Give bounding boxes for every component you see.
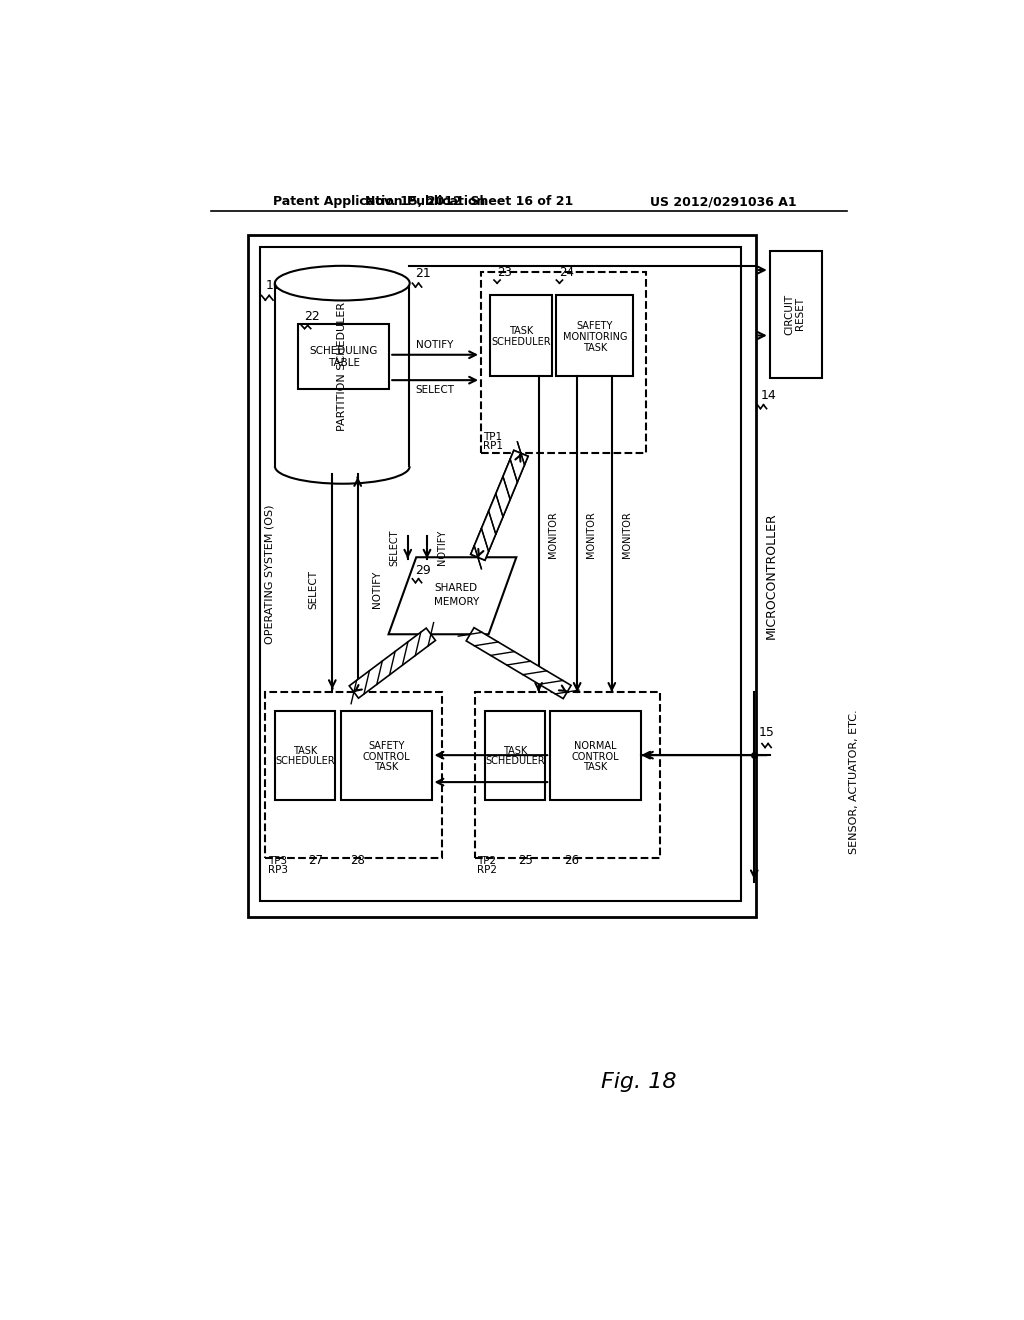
Text: 14: 14 [761,389,776,403]
Text: 22: 22 [304,310,321,323]
Text: RP2: RP2 [477,865,497,875]
Text: 21: 21 [416,268,431,280]
Text: RP3: RP3 [267,865,288,875]
Text: MONITOR: MONITOR [548,511,557,557]
Text: Nov. 15, 2012  Sheet 16 of 21: Nov. 15, 2012 Sheet 16 of 21 [366,195,573,209]
Text: TASK: TASK [583,343,607,352]
Text: MONITOR: MONITOR [623,511,632,557]
Text: TASK: TASK [584,763,608,772]
Bar [275,711,336,800]
Text: NORMAL: NORMAL [574,741,616,751]
Text: CONTROL: CONTROL [571,751,620,762]
Bar [260,247,741,902]
Ellipse shape [274,265,410,301]
Text: 24: 24 [559,265,574,279]
Text: RESET: RESET [796,297,806,330]
Text: CONTROL: CONTROL [362,751,410,762]
Bar [475,692,659,858]
Text: SHARED: SHARED [435,583,478,593]
Text: 26: 26 [564,854,579,867]
Text: MONITORING: MONITORING [562,333,627,342]
Bar [770,251,822,378]
Text: CIRCUIT: CIRCUIT [784,293,795,334]
Text: SAFETY: SAFETY [368,741,404,751]
Text: SELECT: SELECT [415,385,455,395]
Text: SAFETY: SAFETY [577,321,613,331]
Text: Patent Application Publication: Patent Application Publication [273,195,485,209]
Bar [298,323,389,389]
Text: 25: 25 [518,854,532,867]
Text: US 2012/0291036 A1: US 2012/0291036 A1 [650,195,797,209]
Text: SCHEDULER: SCHEDULER [492,337,551,347]
Text: RP1: RP1 [483,441,503,451]
Text: TASK: TASK [509,326,534,335]
Text: TP3: TP3 [267,855,287,866]
Text: SELECT: SELECT [389,529,399,565]
Text: SCHEDULER: SCHEDULER [275,756,335,767]
Text: NOTIFY: NOTIFY [416,339,454,350]
Text: TP2: TP2 [477,855,497,866]
Polygon shape [471,450,528,560]
Polygon shape [466,627,571,698]
Text: 29: 29 [416,564,431,577]
Text: NOTIFY: NOTIFY [437,529,447,565]
Polygon shape [471,450,528,560]
Text: PARTITION SCHEDULER: PARTITION SCHEDULER [337,302,347,430]
Bar [481,272,646,453]
Bar [484,711,545,800]
Text: TASK: TASK [374,763,398,772]
Bar [248,235,756,917]
Bar [265,692,442,858]
Text: 100: 100 [265,279,289,292]
Text: 15: 15 [759,726,774,739]
Bar [556,296,634,376]
Text: MICROCONTROLLER: MICROCONTROLLER [765,512,777,639]
Text: TASK: TASK [293,746,317,755]
Text: 23: 23 [497,265,512,279]
Text: TABLE: TABLE [328,358,359,368]
Text: SCHEDULER: SCHEDULER [485,756,545,767]
Text: OPERATING SYSTEM (OS): OPERATING SYSTEM (OS) [265,504,274,644]
Text: 27: 27 [307,854,323,867]
Text: SELECT: SELECT [309,570,318,609]
Text: MEMORY: MEMORY [433,597,479,607]
Bar [490,296,552,376]
Text: 28: 28 [350,854,365,867]
Text: SCHEDULING: SCHEDULING [309,346,378,356]
Polygon shape [388,557,516,635]
Bar [550,711,641,800]
Text: TP1: TP1 [483,432,503,442]
Text: SENSOR, ACTUATOR, ETC.: SENSOR, ACTUATOR, ETC. [849,710,859,854]
Bar [341,711,432,800]
Text: Fig. 18: Fig. 18 [601,1072,677,1093]
Text: TASK: TASK [503,746,527,755]
Text: NOTIFY: NOTIFY [372,572,382,609]
Text: MONITOR: MONITOR [586,511,596,557]
Polygon shape [349,628,435,698]
